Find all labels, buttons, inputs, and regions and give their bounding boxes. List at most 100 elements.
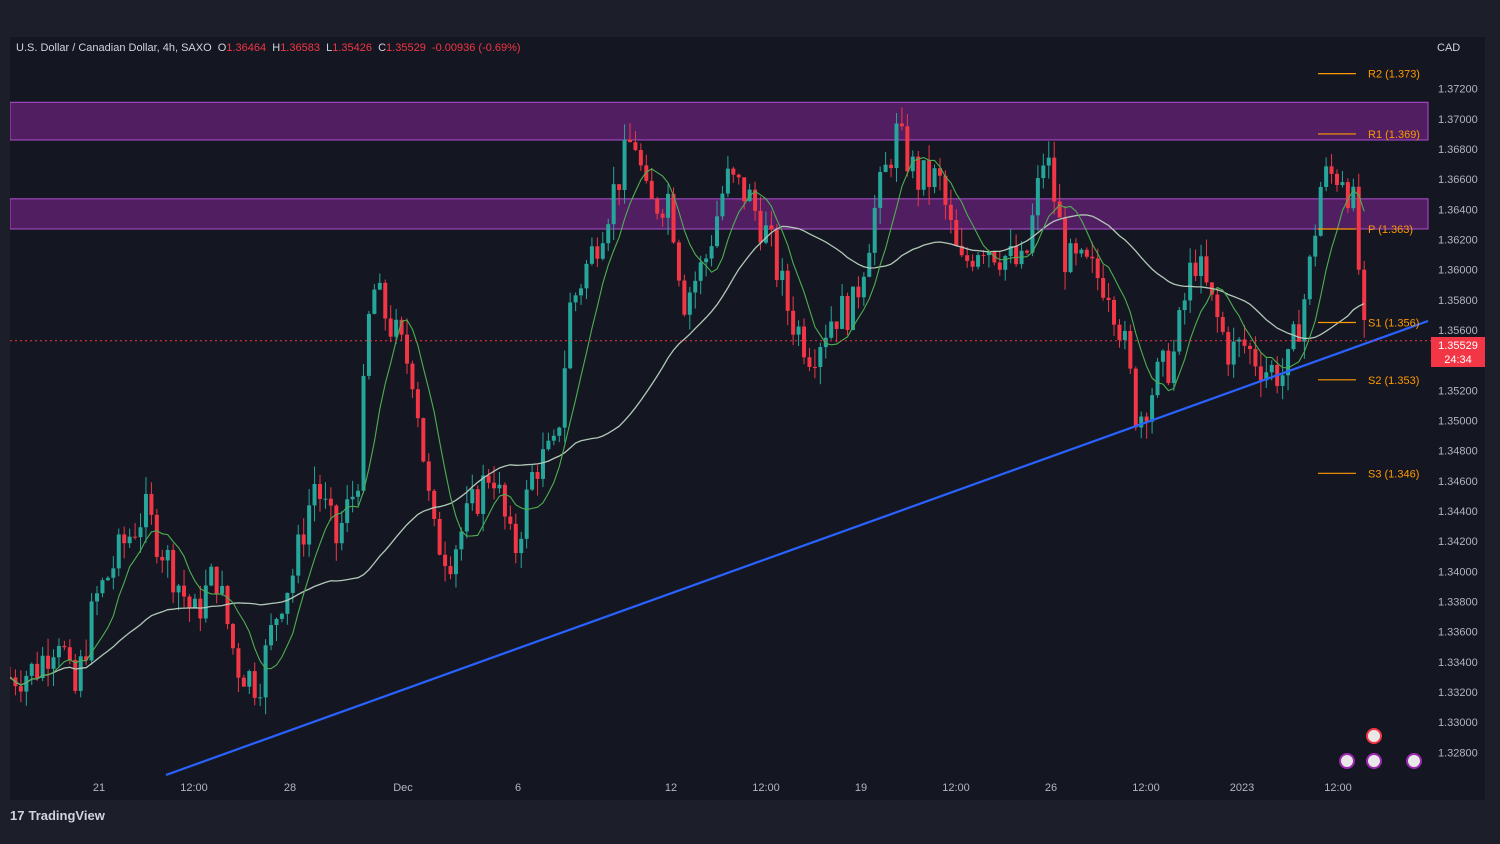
candle-body <box>464 503 469 532</box>
candle-body <box>557 427 562 436</box>
candle-body <box>1318 186 1323 236</box>
candle-body <box>649 180 654 200</box>
candle-body <box>100 580 105 594</box>
candle-body <box>622 139 627 191</box>
bar-countdown: 24:34 <box>1444 354 1472 366</box>
candle-body <box>666 193 671 218</box>
candle-body <box>1242 339 1247 346</box>
candle-body <box>633 142 638 151</box>
candle-body <box>149 493 154 515</box>
candle-body <box>1052 157 1057 202</box>
candle-body <box>856 286 861 298</box>
candle-body <box>693 280 698 293</box>
candle-body <box>1302 299 1307 342</box>
candle-body <box>976 255 981 267</box>
candle-body <box>84 656 89 661</box>
candle-body <box>301 534 306 545</box>
candle-body <box>954 220 959 246</box>
close-label: C <box>378 42 387 54</box>
candle-body <box>1307 256 1312 300</box>
candle-body <box>715 216 720 247</box>
fast-moving-average <box>9 157 1365 686</box>
candle-body <box>29 663 34 676</box>
candle-body <box>95 593 100 602</box>
candle-body <box>611 184 616 225</box>
x-tick-label: Dec <box>393 782 413 794</box>
candle-body <box>1199 256 1204 277</box>
high-value: 1.36583 <box>280 42 320 54</box>
candle-body <box>160 556 165 561</box>
candle-body <box>530 472 535 490</box>
candle-body <box>921 160 926 190</box>
candle-body <box>562 368 567 428</box>
candle-body <box>366 313 371 376</box>
candle-body <box>209 566 214 586</box>
candle-body <box>405 334 410 364</box>
candle-body <box>356 490 361 497</box>
candle-body <box>513 523 518 554</box>
candle-body <box>40 655 45 678</box>
candle-body <box>753 189 758 211</box>
candle-body <box>780 270 785 281</box>
candle-body <box>682 280 687 315</box>
candle-body <box>568 302 573 369</box>
tradingview-logo[interactable]: 17 TradingView <box>10 808 105 823</box>
candle-body <box>323 498 328 500</box>
y-tick-label: 1.33400 <box>1438 657 1478 669</box>
candle-body <box>437 518 442 555</box>
x-tick-label: 6 <box>515 782 521 794</box>
candle-body <box>861 276 866 298</box>
candle-body <box>56 645 61 658</box>
candle-body <box>345 499 350 523</box>
candle-body <box>535 472 540 479</box>
low-label: L <box>326 42 333 54</box>
candle-body <box>290 575 295 593</box>
candle-body <box>1030 215 1035 253</box>
candle-body <box>785 270 790 311</box>
candle-body <box>812 366 817 368</box>
y-tick-label: 1.34400 <box>1438 506 1478 518</box>
candle-body <box>269 625 274 646</box>
candle-body <box>595 246 600 259</box>
candle-body <box>285 592 290 614</box>
pivot-label: S3 (1.346) <box>1368 468 1419 480</box>
x-tick-label: 21 <box>93 782 105 794</box>
candle-body <box>317 483 322 499</box>
x-tick-label: 12:00 <box>1132 782 1160 794</box>
candle-body <box>138 527 143 538</box>
candle-body <box>546 440 551 450</box>
candle-body <box>1356 186 1361 270</box>
candle-body <box>486 475 491 483</box>
candle-body <box>1237 339 1242 342</box>
tradingview-icon: 17 <box>10 808 25 823</box>
candle-body <box>421 418 426 462</box>
y-tick-label: 1.34200 <box>1438 536 1478 548</box>
x-tick-label: 12 <box>665 782 677 794</box>
candle-body <box>823 337 828 348</box>
candle-body <box>154 514 159 557</box>
candle-body <box>105 577 110 581</box>
candle-body <box>182 585 187 597</box>
candle-body <box>508 516 513 524</box>
candle-body <box>312 483 317 506</box>
price-chart[interactable]: R2 (1.373) R1 (1.369) P (1.363) S1 (1.356) S… <box>8 37 1485 800</box>
candle-body <box>1291 324 1296 350</box>
candle-body <box>171 549 176 593</box>
candle-body <box>579 288 584 296</box>
candle-body <box>758 210 763 243</box>
chart-panel[interactable]: R2 (1.373) R1 (1.369) P (1.363) S1 (1.356) S… <box>8 37 1485 800</box>
candle-body <box>377 282 382 290</box>
candle-body <box>802 326 807 358</box>
candle-body <box>1025 250 1030 253</box>
candle-body <box>497 484 502 489</box>
candle-body <box>1247 345 1252 350</box>
candle-body <box>1286 349 1291 376</box>
candle-body <box>1296 324 1301 342</box>
candle-body <box>399 319 404 335</box>
candle-body <box>720 193 725 217</box>
candle-body <box>986 251 991 256</box>
brand-name: TradingView <box>28 808 105 823</box>
candle-body <box>453 549 458 575</box>
candle-body <box>1101 278 1106 298</box>
candle-body <box>704 258 709 263</box>
